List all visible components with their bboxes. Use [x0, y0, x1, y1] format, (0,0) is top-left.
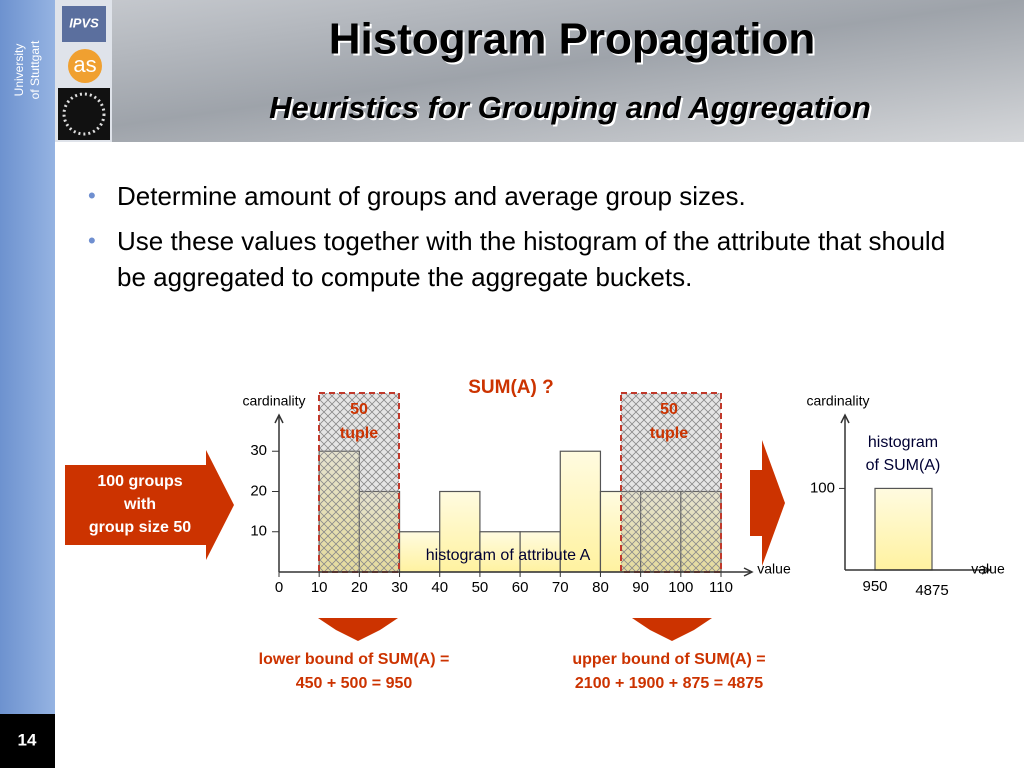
input-arrow: [65, 450, 234, 560]
axis-arrow: [840, 413, 850, 424]
bound-text: 450 + 500 = 950: [296, 675, 413, 692]
input-label: 100 groups: [97, 473, 182, 490]
x-tick-label: 100: [668, 579, 693, 596]
logo-circle: [68, 49, 102, 83]
y-tick-label: 20: [250, 482, 267, 499]
down-arrow: [632, 618, 712, 641]
result-caption: of SUM(A): [866, 457, 941, 474]
sidebar: [0, 0, 55, 768]
bullet: Use these values together with the histo…: [88, 223, 977, 295]
bound-text: upper bound of SUM(A) =: [572, 651, 765, 668]
x-tick-label: 20: [351, 579, 368, 596]
axis-arrow: [274, 413, 284, 424]
logo-box: [62, 6, 106, 42]
axis-arrow: [981, 565, 992, 575]
bar: [874, 487, 933, 571]
page-number: 14: [18, 730, 37, 749]
x-tick-label: 4875: [915, 582, 948, 599]
y-tick-label: 10: [250, 523, 267, 540]
bound-text: 2100 + 1900 + 875 = 4875: [575, 675, 763, 692]
x-tick-label: 10: [311, 579, 328, 596]
input-label: with: [123, 496, 156, 513]
result-caption: histogram: [868, 434, 938, 451]
x-tick-label: 0: [275, 579, 283, 596]
logo-text: as: [73, 52, 96, 77]
bar: [439, 490, 481, 573]
title-shadow: Histogram Propagation: [331, 17, 818, 66]
x-tick-label: 80: [592, 579, 609, 596]
bullet-list: Determine amount of groups and average g…: [88, 178, 988, 304]
group-region: [318, 392, 400, 573]
group-label: tuple: [340, 425, 378, 442]
x-tick-label: 70: [552, 579, 569, 596]
group-label: 50: [660, 401, 678, 418]
y-tick-label: 30: [250, 442, 267, 459]
logo-text: IPVS: [69, 15, 99, 30]
x-tick-label: 40: [431, 579, 448, 596]
histogram-caption: histogram of attribute A: [426, 547, 591, 564]
subtitle: Heuristics for Grouping and Aggregation: [269, 90, 871, 125]
axis-arrow: [743, 567, 754, 577]
x-axis-label: value: [757, 561, 791, 577]
university-name: University: [12, 44, 26, 97]
bullet: Determine amount of groups and average g…: [88, 178, 977, 214]
group-label: 50: [350, 401, 368, 418]
university-name: of Stuttgart: [28, 40, 42, 99]
bound-text: lower bound of SUM(A) =: [259, 651, 450, 668]
x-axis-label: value: [971, 561, 1005, 577]
y-axis-label: cardinality: [242, 393, 305, 409]
question: SUM(A) ?: [468, 377, 553, 398]
down-arrow: [318, 618, 398, 641]
x-tick-label: 90: [632, 579, 649, 596]
x-tick-label: 50: [472, 579, 489, 596]
x-tick-label: 30: [391, 579, 408, 596]
input-label: group size 50: [89, 519, 191, 536]
result-arrow: [750, 440, 785, 566]
logo-dots: [62, 92, 106, 136]
y-axis-label: cardinality: [806, 393, 869, 409]
group-label: tuple: [650, 425, 688, 442]
title: Histogram Propagation: [329, 15, 816, 64]
x-tick-label: 950: [862, 578, 887, 595]
header-band: [0, 0, 1024, 142]
x-tick-label: 60: [512, 579, 529, 596]
x-tick-label: 110: [709, 579, 733, 596]
bar: [519, 531, 561, 573]
y-tick-label: 100: [810, 479, 835, 496]
figures: 0 10 20 30 40 50 60 70 80 90 100 110 10 20 30 cardinali…: [89, 377, 1005, 692]
subtitle-shadow: Heuristics for Grouping and Aggregation: [271, 92, 873, 127]
logo-box: [58, 88, 110, 140]
group-region: [620, 392, 722, 573]
page-number-box: [0, 714, 55, 768]
